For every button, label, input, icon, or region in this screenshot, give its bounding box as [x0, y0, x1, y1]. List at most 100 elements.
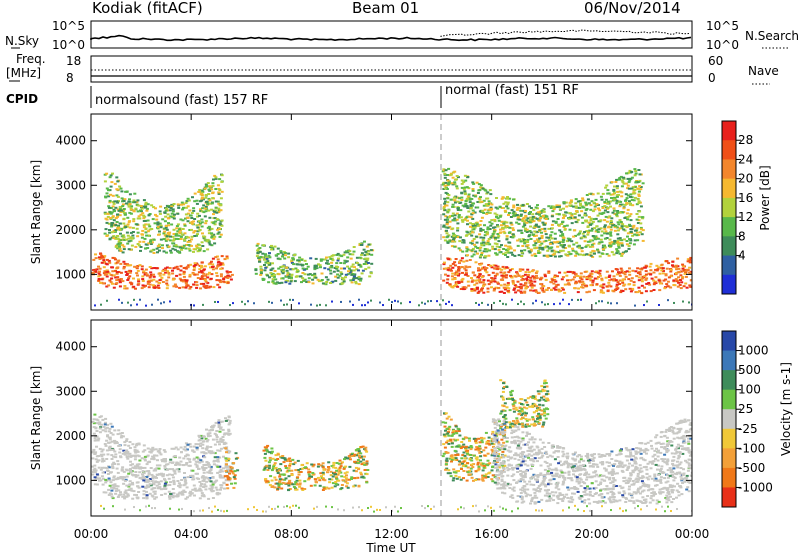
echo-cell [118, 208, 122, 211]
echo-cell [263, 467, 267, 470]
echo-cell [501, 276, 505, 279]
echo-cell [114, 236, 118, 239]
echo-cell [183, 238, 186, 241]
echo-cell [168, 484, 172, 486]
echo-cell [484, 189, 488, 192]
power-y-label: Slant Range [km] [29, 160, 43, 264]
echo-cell [552, 253, 556, 256]
echo-cell [474, 222, 478, 225]
echo-cell [203, 215, 207, 218]
echo-cell [141, 212, 145, 215]
echo-cell [144, 243, 148, 246]
echo-cell [146, 474, 150, 477]
echo-cell [95, 473, 99, 476]
echo-cell [453, 183, 457, 186]
echo-cell [524, 240, 528, 243]
echo-cell [482, 236, 486, 239]
echo-cell [303, 488, 307, 490]
echo-cell [197, 443, 201, 446]
echo-cell [281, 255, 284, 258]
echo-cell [553, 232, 557, 235]
echo-cell [123, 453, 127, 456]
echo-cell [496, 224, 499, 227]
echo-cell [357, 448, 361, 450]
echo-cell [126, 493, 130, 496]
echo-cell [152, 206, 156, 209]
echo-cell [145, 273, 149, 276]
echo-cell [111, 467, 115, 470]
echo-cell [278, 478, 282, 481]
echo-cell [215, 488, 219, 491]
echo-cell [129, 237, 133, 240]
echo-cell [625, 172, 628, 175]
echo-cell [451, 212, 455, 215]
echo-cell [324, 276, 328, 279]
ground-scatter-cell [607, 301, 609, 304]
echo-cell [660, 263, 664, 266]
echo-cell [342, 253, 346, 256]
echo-cell [271, 467, 275, 470]
echo-cell [366, 257, 370, 260]
echo-cell [224, 447, 228, 450]
echo-cell [582, 235, 586, 238]
echo-cell [447, 415, 451, 418]
echo-cell [206, 477, 210, 480]
echo-cell [208, 429, 212, 432]
echo-cell [350, 281, 354, 284]
echo-cell [186, 454, 190, 457]
echo-cell [442, 213, 446, 216]
echo-cell [525, 221, 529, 224]
echo-cell [150, 249, 154, 252]
echo-cell [601, 286, 605, 289]
echo-cell [110, 495, 114, 498]
echo-cell [348, 271, 352, 274]
echo-cell [592, 242, 596, 245]
echo-cell [599, 291, 603, 294]
echo-cell [199, 434, 203, 437]
echo-cell [673, 284, 677, 287]
echo-cell [355, 449, 359, 452]
echo-cell [585, 244, 589, 247]
echo-cell [688, 266, 692, 269]
echo-cell [305, 462, 309, 465]
echo-cell [512, 204, 516, 207]
echo-cell [137, 491, 141, 493]
echo-cell [516, 289, 520, 292]
echo-cell [351, 455, 355, 457]
echo-cell [589, 223, 593, 226]
echo-cell [676, 271, 680, 274]
echo-cell [141, 470, 145, 473]
echo-cell [451, 203, 455, 206]
echo-cell [189, 214, 193, 217]
echo-cell [333, 267, 337, 269]
echo-cell [547, 270, 551, 273]
ground-scatter-cell [241, 300, 243, 303]
colorbar-segment [722, 197, 736, 218]
echo-cell [536, 230, 540, 233]
echo-cell [469, 197, 473, 200]
echo-cell [598, 212, 602, 215]
echo-cell [563, 225, 567, 228]
echo-cell [593, 236, 597, 239]
echo-cell [468, 222, 472, 225]
echo-cell [165, 235, 169, 238]
echo-cell [499, 231, 503, 234]
echo-cell [493, 218, 497, 221]
echo-cell [649, 273, 653, 276]
echo-cell [126, 203, 130, 206]
echo-cell [306, 265, 310, 268]
echo-cell [624, 288, 628, 291]
echo-cell [446, 274, 450, 277]
echo-cell [196, 212, 200, 215]
echo-cell [532, 208, 536, 211]
echo-cell [547, 227, 551, 230]
echo-cell [97, 422, 101, 425]
echo-cell [182, 270, 186, 273]
echo-cell [459, 201, 463, 204]
echo-cell [357, 450, 361, 453]
echo-cell [348, 465, 352, 468]
echo-cell [465, 216, 469, 219]
echo-cell [106, 423, 110, 426]
echo-cell [556, 206, 560, 208]
echo-cell [567, 251, 571, 253]
